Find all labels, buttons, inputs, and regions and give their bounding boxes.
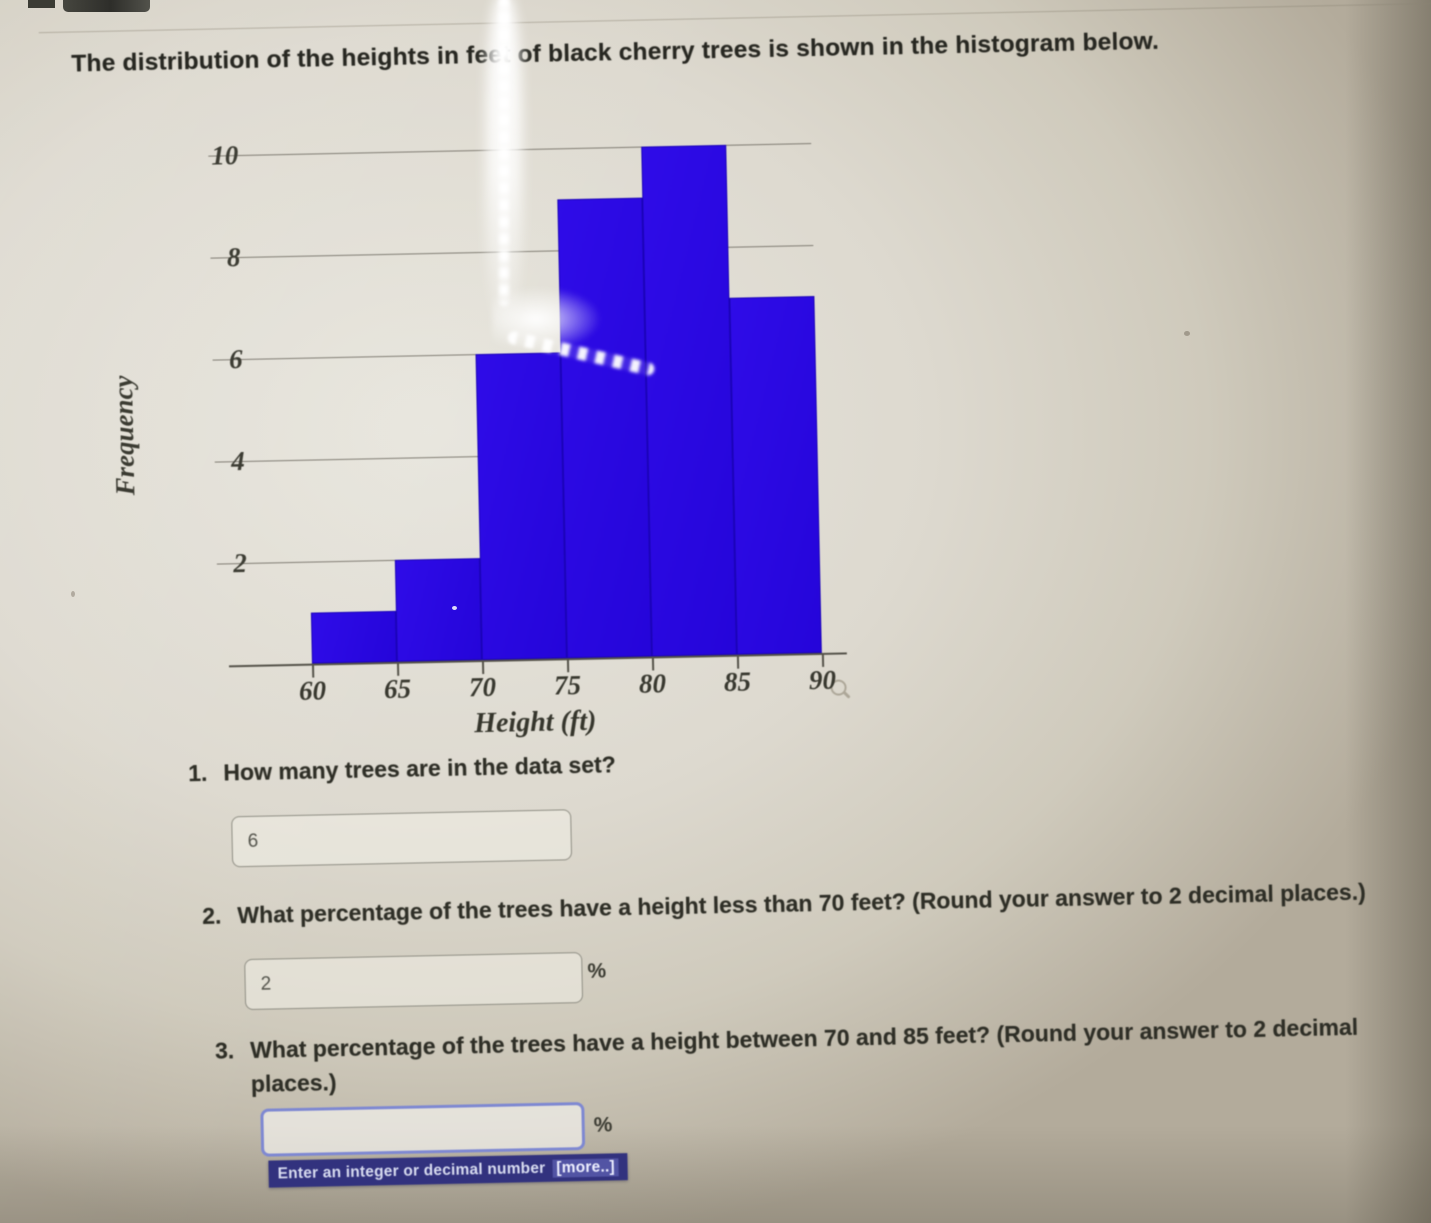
y-tick-label: 4: [230, 445, 246, 477]
percent-sign-q3: %: [593, 1113, 613, 1137]
histogram-bar: [729, 296, 822, 655]
question-3-number: 3.: [214, 1037, 235, 1064]
histogram-bar: [310, 610, 397, 664]
percent-sign-q2: %: [587, 959, 607, 983]
y-axis-label: Frequency: [107, 375, 141, 496]
histogram-bar: [394, 558, 482, 662]
y-tick-label: 6: [228, 344, 243, 375]
cropped-ui-fragment: [63, 0, 150, 12]
question-1-number: 1.: [187, 759, 208, 787]
x-tick-label: 75: [553, 669, 582, 701]
y-tick-label: 8: [226, 242, 241, 273]
answer-input-1[interactable]: [231, 809, 573, 868]
input-hint-text: Enter an integer or decimal number: [277, 1159, 546, 1182]
histogram-bar: [557, 197, 652, 659]
hint-more-link[interactable]: [more..]: [552, 1157, 619, 1178]
answer-input-3[interactable]: [260, 1102, 586, 1157]
y-tick-label: 10: [210, 140, 239, 171]
histogram-bar: [475, 352, 567, 661]
x-tick-label: 70: [468, 671, 497, 703]
x-tick-label: 90: [808, 664, 837, 696]
x-tick-label: 60: [298, 675, 327, 706]
question-2-number: 2.: [201, 902, 222, 929]
x-tick-label: 65: [383, 673, 412, 705]
cropped-ui-fragment: [28, 0, 55, 8]
x-axis-label: Height (ft): [473, 705, 597, 740]
x-tick-label: 80: [638, 668, 667, 699]
histogram-bar: [641, 144, 737, 657]
answer-input-2[interactable]: [244, 952, 584, 1011]
x-tick-label: 85: [723, 666, 752, 697]
y-tick-label: 2: [233, 547, 248, 579]
